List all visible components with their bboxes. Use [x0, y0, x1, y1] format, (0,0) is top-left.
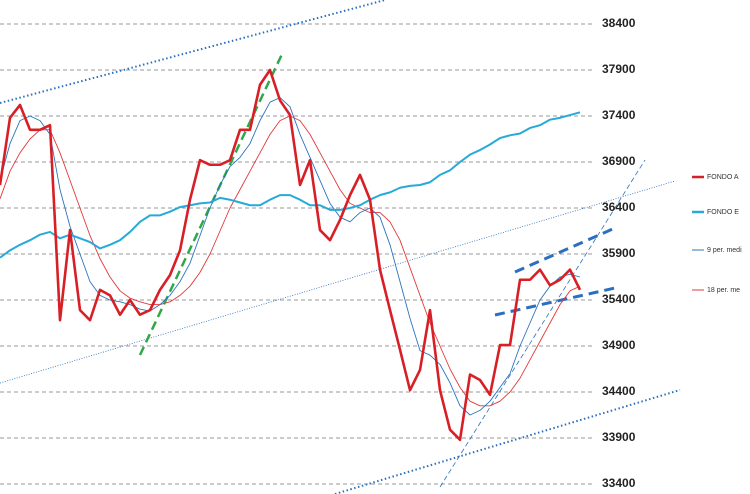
y-tick-label: 35400	[602, 292, 636, 306]
grid	[0, 23, 595, 485]
y-tick-label: 33900	[602, 430, 636, 444]
y-tick-label: 34900	[602, 338, 636, 352]
legend-label: FONDO A	[707, 174, 739, 181]
trend-channel-mid	[0, 180, 676, 384]
wedge-bottom	[494, 286, 616, 317]
y-tick-label: 33400	[602, 476, 636, 490]
trend-support	[439, 159, 646, 488]
y-tick-label: 36400	[602, 200, 636, 214]
series-line	[0, 115, 581, 407]
y-tick-label: 36900	[602, 154, 636, 168]
series-line	[0, 111, 581, 259]
y-tick-label: 35900	[602, 246, 636, 260]
legend-label: 18 per. me	[707, 287, 740, 294]
trend-lines	[0, 0, 681, 494]
wedge-top	[514, 226, 616, 274]
series-line	[0, 68, 582, 442]
legend-label: 9 per. medi	[707, 247, 742, 254]
trend-channel-top	[0, 0, 386, 104]
series-line	[0, 97, 581, 416]
y-tick-label: 34400	[602, 384, 636, 398]
y-tick-label: 37400	[602, 108, 636, 122]
legend-label: FONDO E	[707, 209, 739, 216]
y-tick-label: 37900	[602, 62, 636, 76]
trend-channel-bottom	[334, 389, 681, 494]
y-tick-label: 38400	[602, 16, 636, 30]
